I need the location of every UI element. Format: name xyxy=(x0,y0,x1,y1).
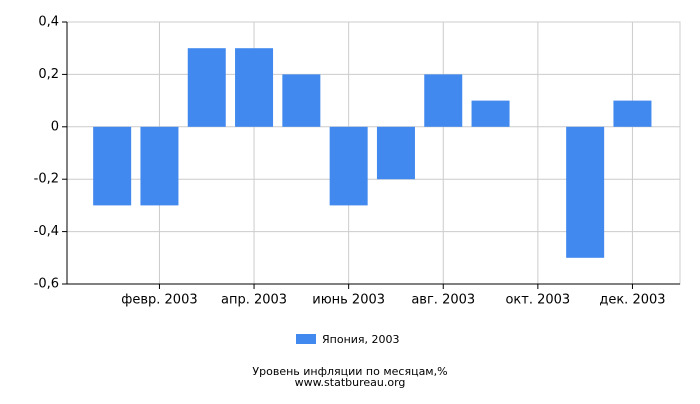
legend-swatch xyxy=(296,334,316,344)
bar xyxy=(566,126,605,258)
y-tick-label: 0 xyxy=(51,119,59,134)
bar xyxy=(282,74,321,127)
bar xyxy=(329,126,368,206)
bar xyxy=(235,48,274,127)
x-tick-label: июнь 2003 xyxy=(312,293,385,308)
bar xyxy=(471,100,510,127)
bar xyxy=(424,74,463,127)
y-tick-label: -0,4 xyxy=(34,224,59,239)
y-tick-label: 0,4 xyxy=(38,15,59,30)
x-tick-label: дек. 2003 xyxy=(599,293,665,308)
bar xyxy=(187,48,226,127)
x-tick-label: февр. 2003 xyxy=(121,293,197,308)
x-tick-label: апр. 2003 xyxy=(221,293,287,308)
x-tick-label: окт. 2003 xyxy=(505,293,570,308)
y-tick-label: -0,6 xyxy=(34,277,59,292)
bar xyxy=(93,126,132,206)
y-tick-label: -0,2 xyxy=(34,172,59,187)
legend-label: Япония, 2003 xyxy=(322,333,400,346)
x-tick-label: авг. 2003 xyxy=(411,293,475,308)
chart-title: Уровень инфляции по месяцам,% xyxy=(252,365,447,378)
y-tick-label: 0,2 xyxy=(38,67,59,82)
bar xyxy=(140,126,179,206)
bar xyxy=(376,126,415,180)
chart-subtitle: www.statbureau.org xyxy=(295,376,406,389)
bar xyxy=(613,100,652,127)
